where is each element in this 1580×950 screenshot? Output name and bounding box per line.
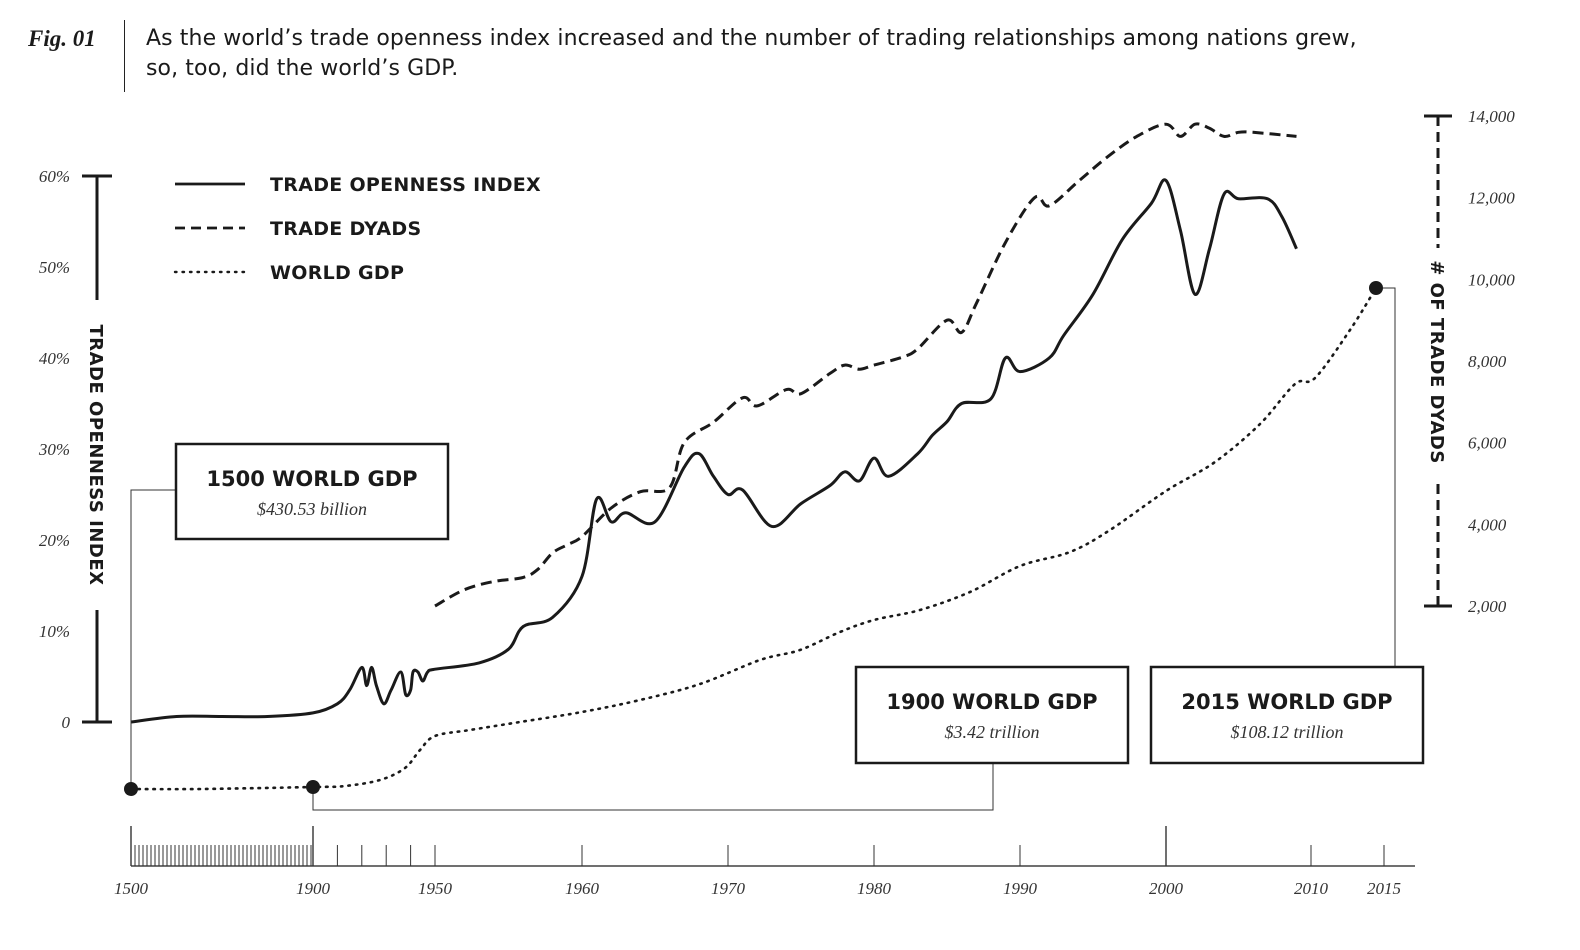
right-tick-label: 6,000 <box>1468 434 1507 453</box>
x-tick-label: 2000 <box>1149 879 1184 898</box>
leader-1500-world-gdp <box>130 489 176 789</box>
box-title-2015-world-gdp: 2015 WORLD GDP <box>1181 690 1392 714</box>
x-tick-label: 2010 <box>1294 879 1329 898</box>
right-tick-label: 12,000 <box>1468 189 1515 208</box>
box-title-1500-world-gdp: 1500 WORLD GDP <box>206 467 417 491</box>
x-tick-label: 1900 <box>296 879 331 898</box>
left-tick-label: 0 <box>62 713 71 732</box>
left-axis-title: TRADE OPENNESS INDEX <box>85 324 106 585</box>
box-1500-world-gdp <box>174 442 450 541</box>
leader-1900-world-gdp <box>312 763 994 811</box>
left-tick-label: 40% <box>39 349 70 368</box>
x-tick-label: 1950 <box>418 879 453 898</box>
left-axis: 0 10% 20% 30% 40% 50% 60% TRADE OPENNESS INDEX <box>38 167 112 732</box>
marker-1900-world-gdp <box>306 780 320 794</box>
box-value-1500-world-gdp: $430.53 billion <box>257 499 367 519</box>
box-title-1900-world-gdp: 1900 WORLD GDP <box>886 690 1097 714</box>
series-line-trade-openness-index <box>130 178 1298 724</box>
right-axis: 2,000 4,000 6,000 8,000 10,000 12,000 14,000 # … <box>1424 107 1515 616</box>
marker-2015-world-gdp <box>1369 281 1383 295</box>
x-tick-label: 2015 <box>1367 879 1401 898</box>
legend-label-trade-openness-index: TRADE OPENNESS INDEX <box>270 174 541 196</box>
header-divider <box>124 20 125 92</box>
left-tick-label: 10% <box>39 622 70 641</box>
figure-header: Fig. 01 As the world’s trade openness in… <box>0 0 1580 100</box>
x-tick-label: 1980 <box>857 879 892 898</box>
leader-2015-world-gdp <box>1376 287 1396 667</box>
x-tick-label: 1970 <box>711 879 746 898</box>
right-tick-label: 2,000 <box>1468 597 1507 616</box>
right-axis-title: # OF TRADE DYADS <box>1426 260 1447 464</box>
x-tick-label: 1960 <box>565 879 600 898</box>
series-group <box>129 122 1378 791</box>
box-value-2015-world-gdp: $108.12 trillion <box>1230 722 1343 742</box>
box-2015-world-gdp <box>1149 665 1425 765</box>
figure-label: Fig. 01 <box>28 26 96 51</box>
right-tick-label: 8,000 <box>1468 352 1507 371</box>
right-axis-title-gap <box>1424 248 1452 478</box>
legend: TRADE OPENNESS INDEX TRADE DYADS WORLD GDP <box>173 174 541 284</box>
left-tick-label: 30% <box>38 440 70 459</box>
box-1900-world-gdp <box>854 665 1130 765</box>
box-value-1900-world-gdp: $3.42 trillion <box>944 722 1039 742</box>
x-axis: 1500 1900 1950 1960 1970 1980 1990 2000 2010 2015 <box>114 826 1415 898</box>
marker-1500-world-gdp <box>124 782 138 796</box>
figure-caption: As the world’s trade openness index incr… <box>146 24 1446 84</box>
left-tick-label: 20% <box>39 531 70 550</box>
series-line-trade-dyads <box>434 122 1297 608</box>
left-tick-label: 50% <box>39 258 70 277</box>
legend-label-trade-dyads: TRADE DYADS <box>270 218 421 240</box>
legend-label-world-gdp: WORLD GDP <box>270 262 404 284</box>
x-tick-label: 1990 <box>1003 879 1038 898</box>
x-tick-label: 1500 <box>114 879 149 898</box>
caption-line-2: so, too, did the world’s GDP. <box>146 56 459 81</box>
left-tick-label: 60% <box>39 167 70 186</box>
right-tick-label: 14,000 <box>1468 107 1515 126</box>
annotations: 1500 WORLD GDP $430.53 billion 1900 WORLD … <box>124 281 1425 811</box>
right-tick-label: 4,000 <box>1468 515 1507 534</box>
caption-line-1: As the world’s trade openness index incr… <box>146 26 1357 51</box>
right-tick-label: 10,000 <box>1468 270 1515 289</box>
